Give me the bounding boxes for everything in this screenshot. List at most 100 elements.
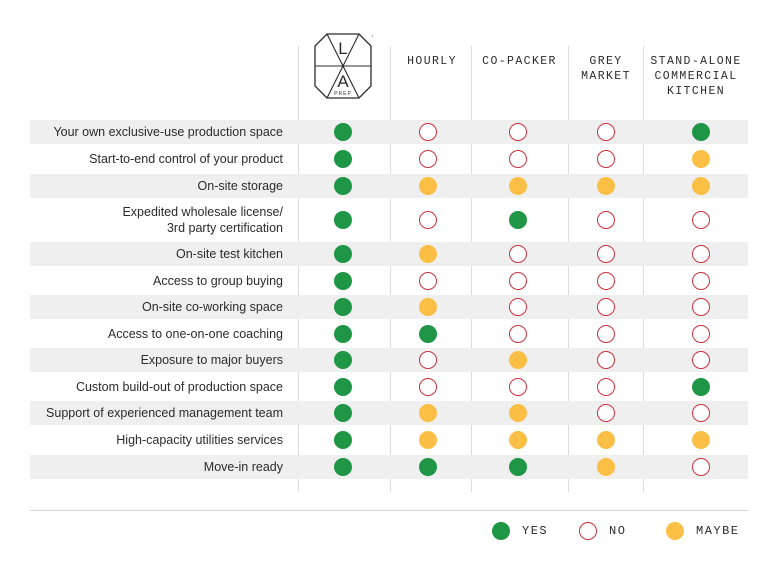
logo-letter-l: L [338, 39, 347, 58]
maybe-indicator-greymarket [597, 431, 615, 449]
feature-label: On-site storage [198, 174, 283, 198]
yes-indicator-standalone [692, 123, 710, 141]
feature-label-line: On-site storage [197, 179, 283, 193]
maybe-indicator-standalone [692, 150, 710, 168]
yes-indicator-laprep [334, 123, 352, 141]
maybe-indicator-copacker [509, 177, 527, 195]
yes-indicator-copacker [509, 458, 527, 476]
yes-indicator-hourly [419, 458, 437, 476]
logo-diagonal-line [326, 33, 360, 99]
yes-indicator-laprep [334, 404, 352, 422]
no-indicator-hourly [419, 211, 437, 229]
column-divider [471, 46, 472, 492]
no-indicator-standalone [692, 325, 710, 343]
legend-no-swatch [579, 522, 597, 540]
column-header-line: COMMERCIAL [654, 70, 738, 83]
column-divider [390, 46, 391, 492]
no-indicator-greymarket [597, 272, 615, 290]
maybe-indicator-hourly [419, 177, 437, 195]
yes-indicator-laprep [334, 150, 352, 168]
feature-label: Start-to-end control of your product [89, 147, 283, 171]
yes-indicator-laprep [334, 431, 352, 449]
no-indicator-standalone [692, 211, 710, 229]
no-indicator-copacker [509, 272, 527, 290]
maybe-indicator-greymarket [597, 458, 615, 476]
column-header-line: CO-PACKER [482, 55, 557, 68]
yes-indicator-standalone [692, 378, 710, 396]
column-header-copacker: CO-PACKER [472, 54, 567, 69]
no-indicator-standalone [692, 404, 710, 422]
legend-label: MAYBE [696, 524, 740, 538]
maybe-indicator-standalone [692, 431, 710, 449]
no-indicator-hourly [419, 272, 437, 290]
yes-indicator-laprep [334, 272, 352, 290]
no-indicator-copacker [509, 150, 527, 168]
no-indicator-greymarket [597, 245, 615, 263]
no-indicator-hourly [419, 351, 437, 369]
yes-indicator-hourly [419, 325, 437, 343]
feature-label: Move-in ready [204, 455, 283, 479]
legend-label: NO [609, 524, 627, 538]
maybe-indicator-copacker [509, 404, 527, 422]
feature-label-line: Custom build-out of production space [75, 380, 283, 394]
no-indicator-standalone [692, 245, 710, 263]
maybe-indicator-copacker [509, 351, 527, 369]
table-row: Your own exclusive-use production space [30, 120, 748, 144]
legend-divider [30, 510, 748, 511]
maybe-indicator-copacker [509, 431, 527, 449]
column-header-line: HOURLY [407, 55, 457, 68]
legend-yes-swatch [492, 522, 510, 540]
feature-label: High-capacity utilities services [116, 428, 283, 452]
no-indicator-greymarket [597, 123, 615, 141]
column-divider [298, 46, 299, 492]
feature-label: On-site co-working space [142, 295, 283, 319]
table-row: Start-to-end control of your product [30, 147, 748, 171]
yes-indicator-laprep [334, 351, 352, 369]
column-divider [568, 46, 569, 492]
no-indicator-standalone [692, 458, 710, 476]
feature-label-line: High-capacity utilities services [116, 433, 283, 447]
yes-indicator-laprep [334, 211, 352, 229]
feature-label-line: Start-to-end control of your product [89, 152, 283, 166]
table-row: Exposure to major buyers [30, 348, 748, 372]
feature-label-line: Exposure to major buyers [140, 353, 283, 367]
no-indicator-greymarket [597, 378, 615, 396]
maybe-indicator-hourly [419, 431, 437, 449]
yes-indicator-laprep [334, 298, 352, 316]
legend-item-maybe: MAYBE [666, 522, 740, 540]
column-header-standalone: STAND-ALONE COMMERCIAL KITCHEN [644, 54, 748, 99]
feature-label: Support of experienced management team [46, 401, 283, 425]
table-row: On-site storage [30, 174, 748, 198]
table-row: High-capacity utilities services [30, 428, 748, 452]
yes-indicator-copacker [509, 211, 527, 229]
table-row: On-site co-working space [30, 295, 748, 319]
feature-label-line: On-site co-working space [141, 300, 283, 314]
feature-label-line: Access to one-on-one coaching [107, 327, 283, 341]
maybe-indicator-hourly [419, 404, 437, 422]
no-indicator-copacker [509, 298, 527, 316]
feature-label: Expedited wholesale license/3rd party ce… [122, 201, 283, 239]
yes-indicator-laprep [334, 325, 352, 343]
feature-label-line: Your own exclusive-use production space [53, 125, 283, 139]
no-indicator-standalone [692, 272, 710, 290]
no-indicator-copacker [509, 325, 527, 343]
no-indicator-greymarket [597, 404, 615, 422]
feature-label-line: Move-in ready [203, 460, 283, 474]
column-header-line: MARKET [581, 70, 631, 83]
feature-label-line: On-site test kitchen [176, 247, 283, 261]
table-row: Access to one-on-one coaching [30, 322, 748, 346]
table-row: Access to group buying [30, 269, 748, 293]
no-indicator-standalone [692, 351, 710, 369]
no-indicator-hourly [419, 378, 437, 396]
legend-label: YES [522, 524, 549, 538]
feature-label-line: Access to group buying [153, 274, 283, 288]
table-row: Custom build-out of production space [30, 375, 748, 399]
no-indicator-copacker [509, 245, 527, 263]
logo-letter-a: A [337, 72, 349, 91]
table-row: Expedited wholesale license/3rd party ce… [30, 201, 748, 239]
feature-label-line: 3rd party certification [166, 221, 283, 235]
legend-item-yes: YES [492, 522, 548, 540]
column-header-line: GREY [589, 55, 623, 68]
yes-indicator-laprep [334, 245, 352, 263]
feature-label: Access to group buying [153, 269, 283, 293]
